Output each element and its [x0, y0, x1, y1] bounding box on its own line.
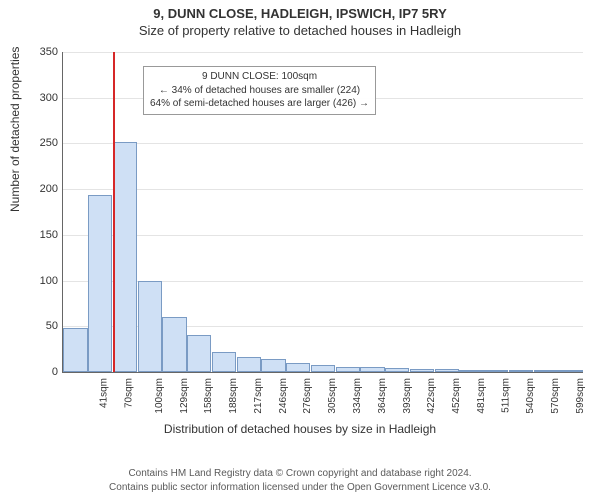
histogram-bar [187, 335, 211, 372]
page-title: 9, DUNN CLOSE, HADLEIGH, IPSWICH, IP7 5R… [0, 0, 600, 21]
histogram-bar [385, 368, 409, 372]
x-tick-label: 70sqm [124, 378, 135, 408]
x-tick-label: 276sqm [303, 378, 314, 414]
histogram-bar [212, 352, 236, 372]
footer: Contains HM Land Registry data © Crown c… [0, 467, 600, 494]
histogram-bar [534, 370, 558, 372]
y-tick-label: 350 [8, 46, 58, 58]
x-tick-label: 364sqm [377, 378, 388, 414]
y-tick-label: 100 [8, 275, 58, 287]
histogram-bar [410, 369, 434, 372]
histogram-bar [88, 195, 112, 372]
histogram-bar [459, 370, 483, 372]
gridline [63, 143, 583, 144]
histogram-bar [435, 369, 459, 372]
histogram-bar [138, 281, 162, 372]
gridline [63, 52, 583, 53]
y-tick-label: 0 [8, 366, 58, 378]
histogram-bar [286, 363, 310, 372]
annotation-line: 64% of semi-detached houses are larger (… [150, 97, 369, 111]
x-tick-label: 246sqm [278, 378, 289, 414]
plot-area: 9 DUNN CLOSE: 100sqm← 34% of detached ho… [62, 52, 583, 373]
annotation-line: ← 34% of detached houses are smaller (22… [150, 84, 369, 98]
x-tick-label: 481sqm [476, 378, 487, 414]
x-tick-label: 452sqm [451, 378, 462, 414]
histogram-bar [237, 357, 261, 372]
histogram-bar [558, 370, 582, 372]
y-tick-label: 200 [8, 183, 58, 195]
histogram-bar [113, 142, 137, 372]
annotation-line: 9 DUNN CLOSE: 100sqm [150, 70, 369, 84]
x-tick-label: 217sqm [253, 378, 264, 414]
gridline [63, 189, 583, 190]
footer-line-2: Contains public sector information licen… [0, 481, 600, 495]
histogram-bar [484, 370, 508, 372]
page-subtitle: Size of property relative to detached ho… [0, 21, 600, 42]
histogram-bar [162, 317, 186, 372]
x-tick-label: 158sqm [204, 378, 215, 414]
y-tick-label: 250 [8, 137, 58, 149]
chart-container: Number of detached properties 9 DUNN CLO… [0, 42, 600, 422]
x-tick-label: 599sqm [575, 378, 586, 414]
x-tick-label: 188sqm [228, 378, 239, 414]
y-tick-label: 150 [8, 229, 58, 241]
histogram-bar [261, 359, 285, 372]
x-tick-label: 100sqm [154, 378, 165, 414]
gridline [63, 235, 583, 236]
histogram-bar [63, 328, 87, 372]
x-tick-label: 41sqm [99, 378, 110, 408]
y-tick-label: 50 [8, 320, 58, 332]
x-tick-label: 305sqm [327, 378, 338, 414]
footer-line-1: Contains HM Land Registry data © Crown c… [0, 467, 600, 481]
histogram-bar [311, 365, 335, 372]
x-tick-label: 422sqm [426, 378, 437, 414]
y-tick-label: 300 [8, 92, 58, 104]
x-tick-label: 393sqm [402, 378, 413, 414]
x-tick-label: 570sqm [550, 378, 561, 414]
x-axis-label: Distribution of detached houses by size … [0, 422, 600, 436]
x-tick-label: 511sqm [500, 378, 511, 413]
histogram-bar [336, 367, 360, 372]
highlight-marker [113, 52, 115, 372]
x-tick-label: 334sqm [352, 378, 363, 414]
histogram-bar [360, 367, 384, 372]
annotation-box: 9 DUNN CLOSE: 100sqm← 34% of detached ho… [143, 66, 376, 115]
histogram-bar [509, 370, 533, 372]
x-tick-label: 540sqm [525, 378, 536, 414]
x-tick-label: 129sqm [179, 378, 190, 414]
